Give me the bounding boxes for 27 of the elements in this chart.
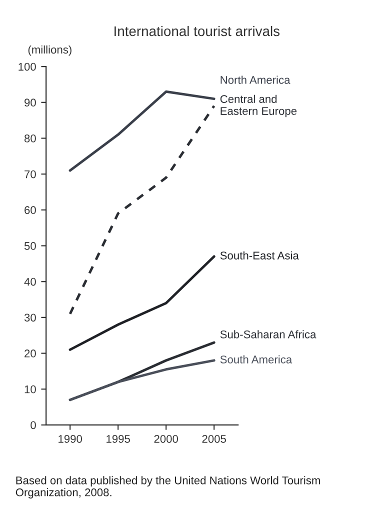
x-tick-label: 1995 (106, 434, 130, 443)
chart-title: International tourist arrivals (114, 26, 280, 36)
line-series (68, 104, 216, 316)
x-tick-label: 2000 (154, 434, 178, 443)
text: Based on data published by the United Nations World Tourism Organization, 2008. (16, 476, 320, 498)
series-label: Central and Eastern Europe (220, 94, 297, 118)
series-label: South America (220, 355, 292, 364)
x-tick-label: 1990 (58, 434, 82, 443)
series-label: Sub-Saharan Africa (220, 330, 316, 338)
series-label: South-East Asia (220, 251, 299, 260)
y-tick-label: 100 (18, 62, 36, 71)
line-series (68, 255, 216, 351)
y-tick-label: 90 (24, 98, 36, 107)
y-tick-label: 20 (24, 350, 36, 358)
y-tick-label: 0 (30, 421, 36, 430)
y-tick-label: 60 (24, 206, 36, 214)
series-label: North America (220, 76, 290, 84)
line-series (68, 359, 216, 402)
y-tick-label: 50 (24, 242, 36, 250)
y-axis-title: (millions) (28, 45, 72, 56)
y-tick-label: 30 (24, 314, 36, 322)
x-tick-label: 2005 (202, 434, 226, 443)
line-series (68, 90, 216, 172)
y-tick-label: 80 (24, 134, 36, 142)
y-tick-label: 40 (24, 278, 36, 286)
y-tick-label: 10 (24, 385, 36, 394)
y-tick-label: 70 (24, 170, 36, 178)
